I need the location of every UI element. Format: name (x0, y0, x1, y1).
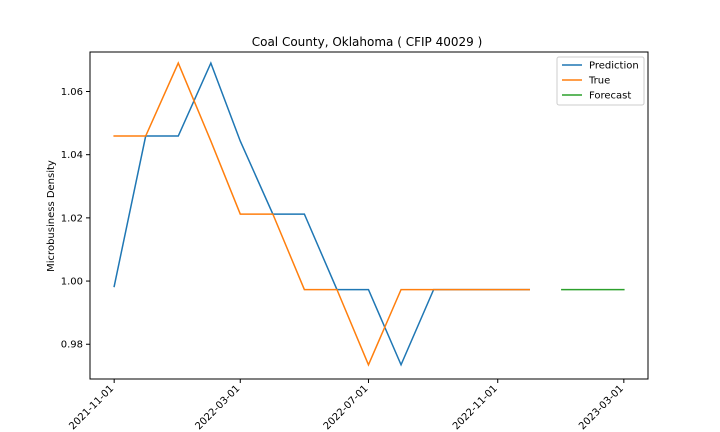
legend-label-forecast: Forecast (589, 91, 631, 102)
legend-label-prediction: Prediction (589, 61, 639, 72)
series-line-prediction (113, 61, 530, 367)
x-tick-label: 2022-07-01 (322, 383, 371, 432)
y-tick-label: 1.00 (61, 277, 83, 288)
legend: Prediction True Forecast (556, 56, 645, 106)
y-tick-label: 1.04 (61, 150, 83, 161)
y-tick-label: 1.02 (61, 213, 83, 224)
y-tick-label: 0.98 (61, 340, 83, 351)
y-axis-title: Microbusiness Density (46, 160, 57, 272)
plot-frame (89, 51, 649, 380)
x-tick-label: 2022-03-01 (194, 383, 243, 432)
legend-box (556, 56, 645, 106)
x-tick-label: 2023-03-01 (577, 383, 626, 432)
x-tick-label: 2021-11-01 (67, 383, 116, 432)
series-line-true (113, 61, 530, 367)
legend-label-true: True (588, 76, 610, 87)
x-tick-label: 2022-11-01 (451, 383, 500, 432)
y-tick-label: 1.06 (61, 87, 83, 98)
chart-title: Coal County, Oklahoma ( CFIP 40029 ) (252, 35, 483, 49)
plot-area: 0.98 1.00 1.02 1.04 1.06 2021-11-01 2022-03-01… (61, 61, 626, 432)
